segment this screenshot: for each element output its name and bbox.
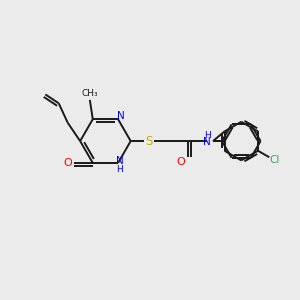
Text: H: H (116, 165, 123, 174)
Text: O: O (63, 158, 72, 168)
Text: S: S (146, 135, 153, 148)
Text: H: H (204, 131, 211, 140)
Text: N: N (116, 156, 123, 166)
Text: N: N (117, 111, 125, 121)
Text: N: N (203, 137, 211, 147)
Text: Cl: Cl (269, 155, 280, 165)
Text: CH₃: CH₃ (82, 89, 98, 98)
Text: O: O (177, 158, 186, 167)
